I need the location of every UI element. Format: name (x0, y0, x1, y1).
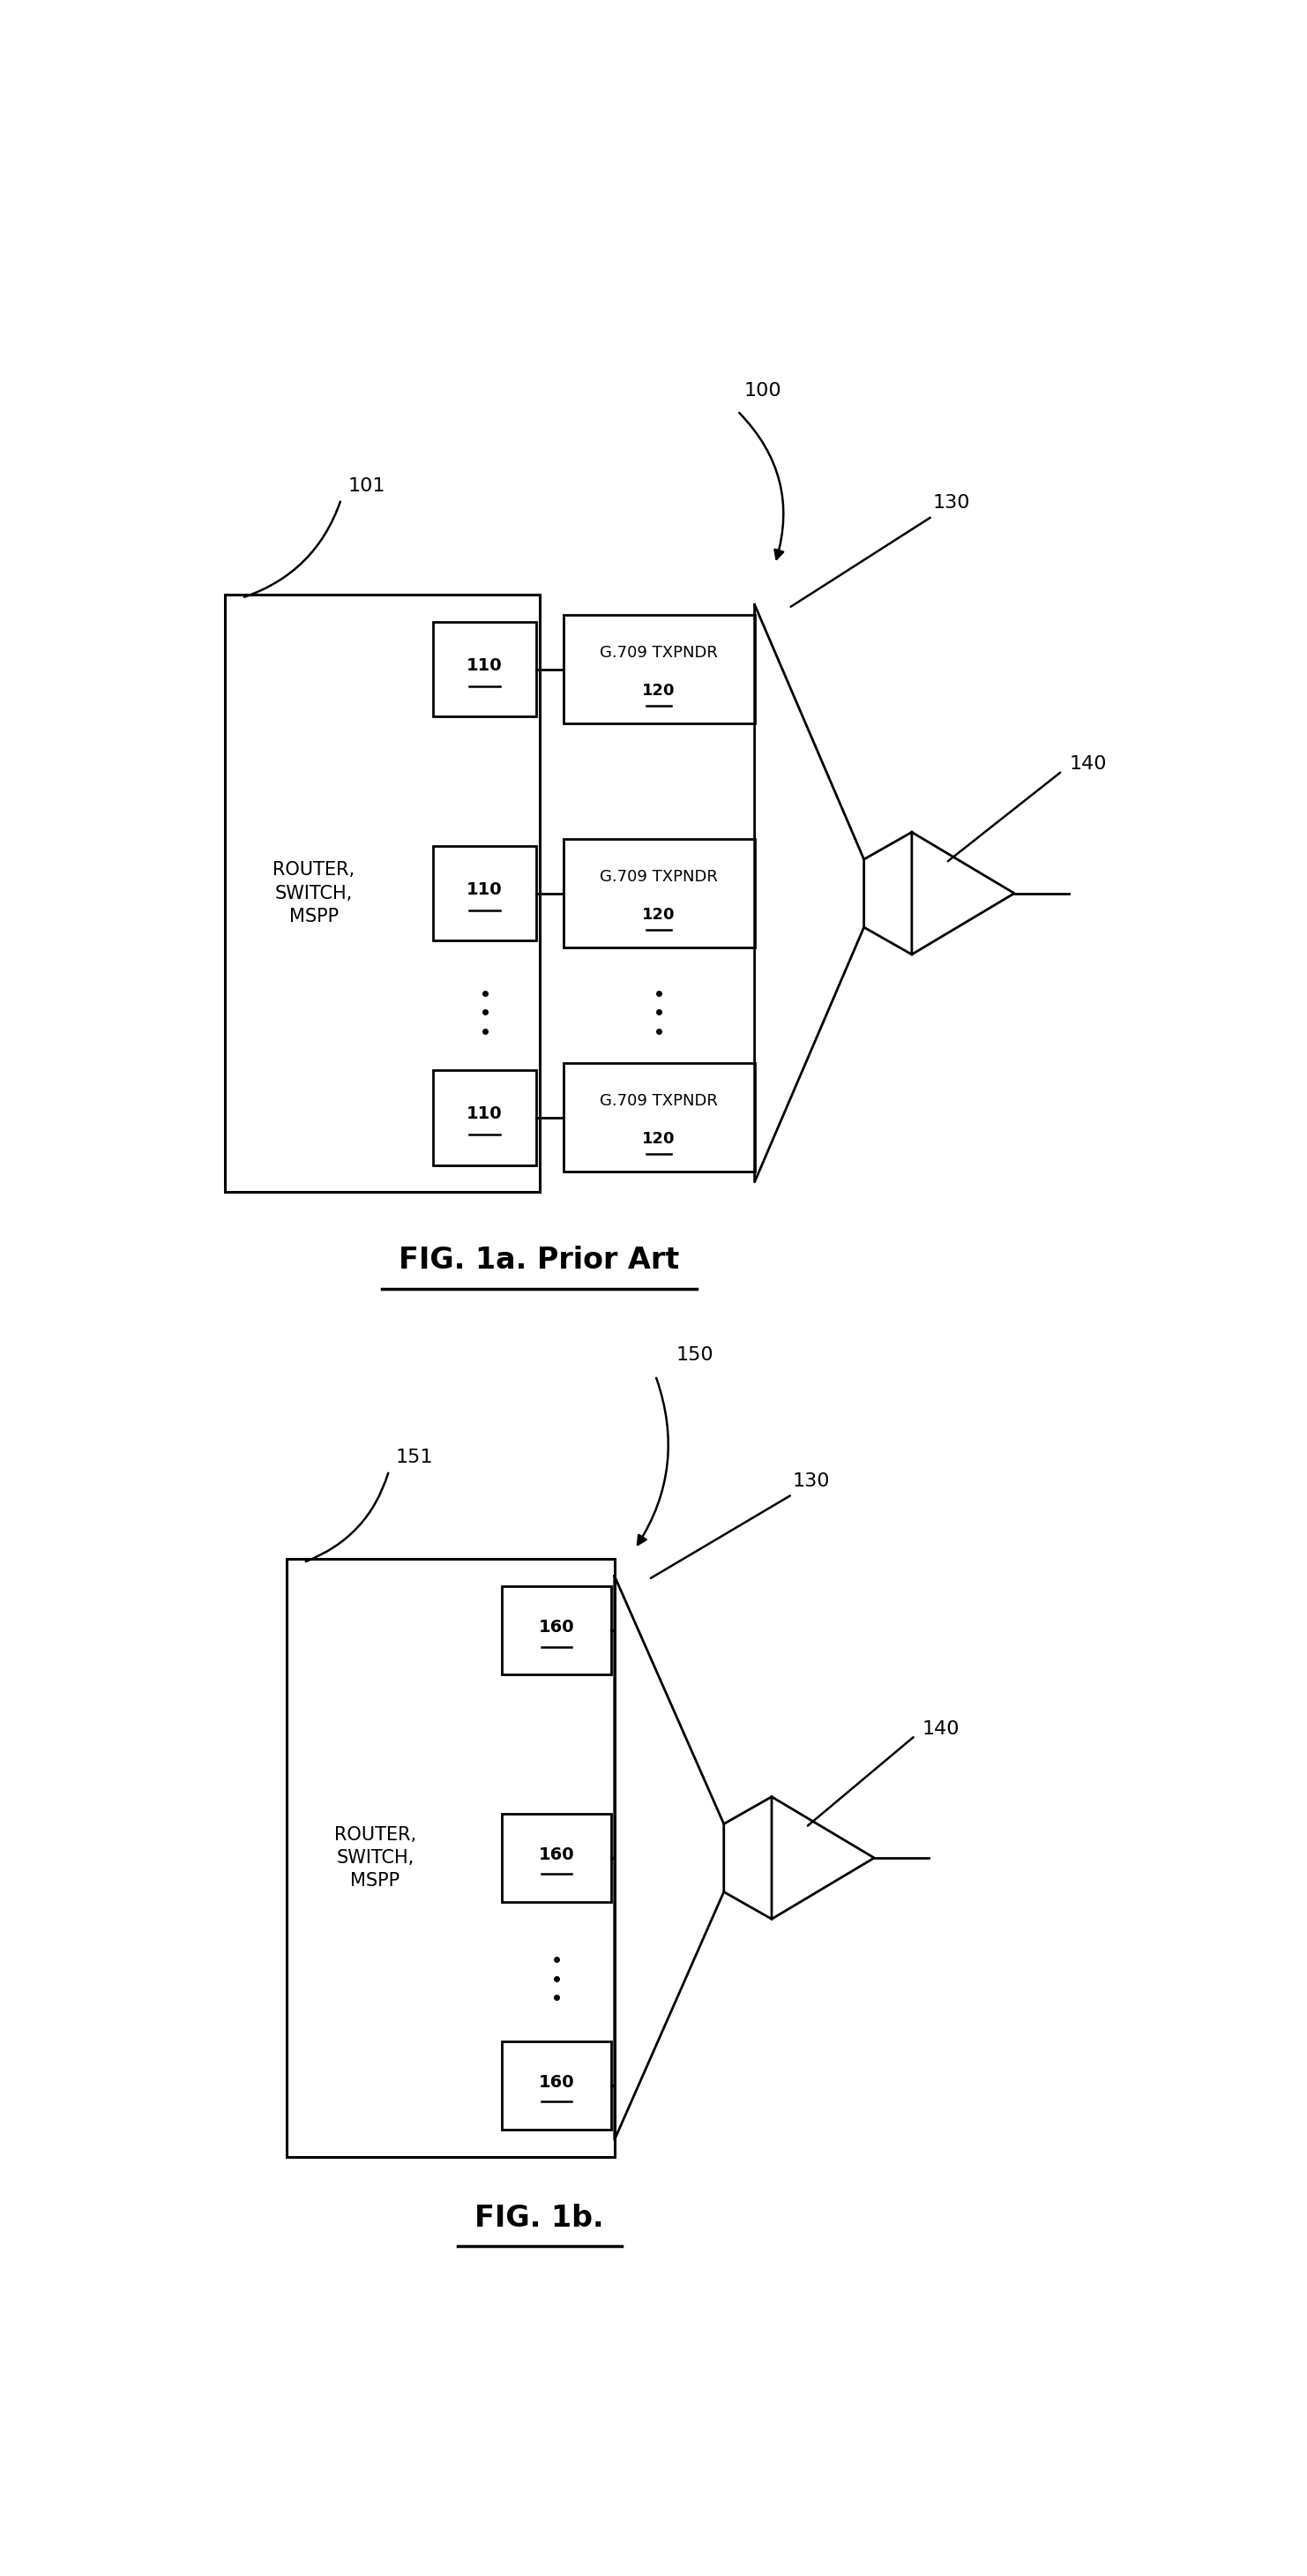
Text: 160: 160 (538, 1847, 574, 1862)
Text: 110: 110 (467, 881, 502, 899)
Text: G.709 TXPNDR: G.709 TXPNDR (600, 1092, 718, 1110)
Text: 110: 110 (467, 657, 502, 675)
Text: 160: 160 (538, 2074, 574, 2092)
Text: 151: 151 (396, 1448, 433, 1466)
Text: FIG. 1a. Prior Art: FIG. 1a. Prior Art (399, 1247, 680, 1275)
Bar (286, 1558, 614, 2156)
Text: G.709 TXPNDR: G.709 TXPNDR (600, 644, 718, 662)
Bar (502, 1587, 612, 1674)
Text: 140: 140 (1069, 755, 1107, 773)
Text: FIG. 1b.: FIG. 1b. (474, 2202, 604, 2233)
Bar (502, 2040, 612, 2130)
Text: 120: 120 (642, 907, 676, 922)
Text: 160: 160 (538, 1620, 574, 1636)
Bar (434, 845, 536, 940)
Bar (225, 595, 540, 1193)
Text: 100: 100 (745, 381, 782, 399)
Text: 140: 140 (921, 1721, 959, 1739)
Bar (502, 1814, 612, 1901)
Text: 130: 130 (792, 1471, 830, 1489)
Bar (563, 616, 754, 724)
Text: 120: 120 (642, 683, 676, 698)
Text: 110: 110 (467, 1105, 502, 1123)
Text: 130: 130 (932, 495, 970, 513)
Text: G.709 TXPNDR: G.709 TXPNDR (600, 868, 718, 886)
Bar (563, 840, 754, 948)
Text: ROUTER,
SWITCH,
MSPP: ROUTER, SWITCH, MSPP (273, 860, 354, 925)
Bar (434, 1069, 536, 1164)
Bar (563, 1064, 754, 1172)
Bar (434, 621, 536, 716)
Text: 101: 101 (348, 477, 386, 495)
Text: 120: 120 (642, 1131, 676, 1146)
Text: ROUTER,
SWITCH,
MSPP: ROUTER, SWITCH, MSPP (335, 1826, 417, 1891)
Text: 150: 150 (676, 1347, 714, 1365)
